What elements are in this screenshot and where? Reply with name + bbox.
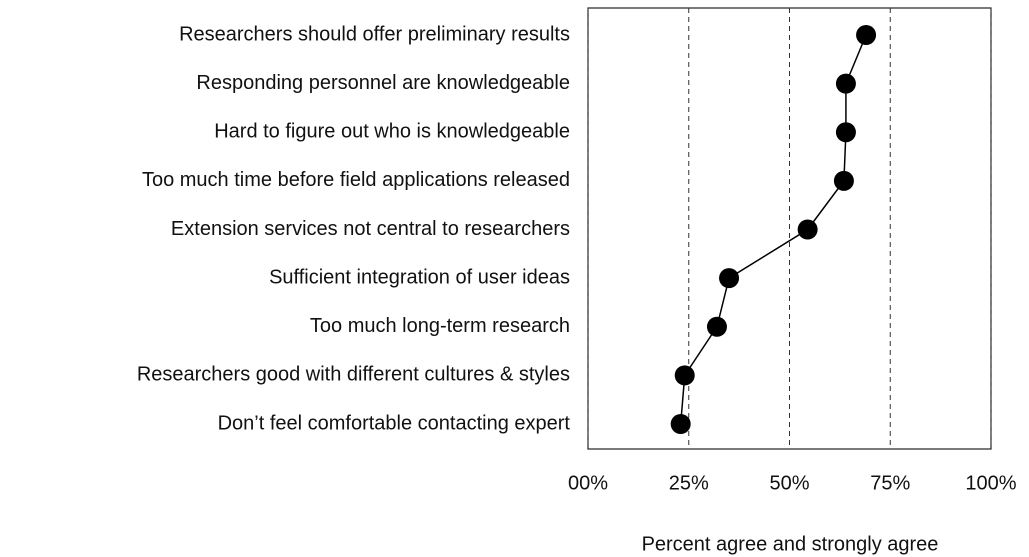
y-tick-label: Don’t feel comfortable contacting expert	[218, 412, 571, 434]
x-tick-label: 25%	[669, 472, 709, 494]
x-tick-label: 00%	[568, 472, 608, 494]
y-tick-label: Too much long-term research	[310, 315, 570, 337]
dot	[674, 365, 695, 386]
y-tick-label: Hard to figure out who is knowledgeable	[214, 121, 570, 143]
y-tick-label: Sufficient integration of user ideas	[269, 266, 570, 288]
dot	[856, 25, 877, 45]
y-tick-label: Researchers good with different cultures…	[137, 364, 570, 386]
dot	[797, 219, 818, 240]
dot	[833, 170, 854, 191]
x-axis-label: Percent agree and strongly agree	[642, 533, 939, 555]
y-tick-label: Extension services not central to resear…	[171, 218, 570, 240]
dot	[835, 73, 856, 94]
dot	[719, 268, 740, 289]
x-tick-label: 100%	[965, 472, 1016, 494]
y-tick-label: Responding personnel are knowledgeable	[196, 72, 570, 94]
x-tick-label: 50%	[769, 472, 809, 494]
x-tick-label: 75%	[870, 472, 910, 494]
dot	[670, 414, 691, 434]
y-tick-label: Too much time before field applications …	[142, 169, 570, 191]
y-tick-label: Researchers should offer preliminary res…	[179, 23, 570, 45]
connector-line	[679, 34, 867, 425]
dot	[835, 122, 856, 143]
dot	[706, 316, 727, 337]
